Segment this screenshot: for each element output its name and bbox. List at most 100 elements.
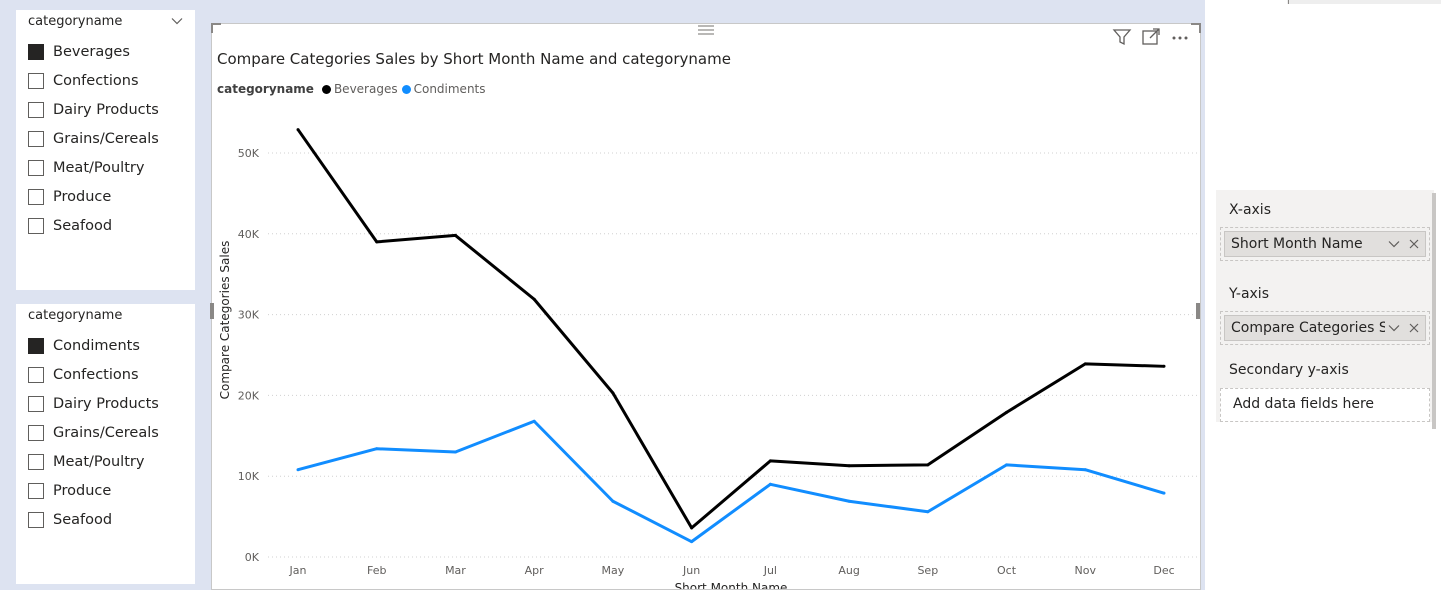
resize-handle-left[interactable] [210,303,214,319]
field-name: Short Month Name [1231,236,1363,252]
data-point [375,240,379,244]
chart-title: Compare Categories Sales by Short Month … [217,50,731,68]
legend-dot [321,84,331,94]
checkbox[interactable] [28,395,44,412]
slicer-item[interactable]: Dairy Products [28,95,159,124]
x-axis-label: X-axis [1229,202,1271,218]
y-tick-label: 40K [238,228,260,241]
data-point [532,419,536,423]
data-point [1005,410,1009,414]
y-axis-well[interactable]: Compare Categories S... [1220,311,1430,345]
pane-scrollbar[interactable] [1432,193,1436,429]
secondary-y-axis-well[interactable]: Add data fields here [1220,388,1430,422]
data-point [926,510,930,514]
slicer-item[interactable]: Meat/Poultry [28,447,159,476]
slicer-item[interactable]: Condiments [28,331,159,360]
x-tick-label: Aug [838,564,859,577]
data-point [1162,364,1166,368]
slicer-item-label: Condiments [53,337,140,354]
legend-dot [401,84,411,94]
data-point [1083,468,1087,472]
data-point [847,464,851,468]
corner-handle[interactable] [211,23,221,33]
more-options-icon[interactable] [1170,28,1190,46]
data-point [768,482,772,486]
slicer-item-label: Seafood [53,217,113,234]
data-point [453,233,457,237]
category-slicer-1[interactable]: categoryname Beverages Confections Dairy P… [16,10,195,290]
slicer-item-label: Produce [53,188,112,205]
resize-handle-right[interactable] [1196,303,1200,319]
data-point [1005,463,1009,467]
data-point [847,499,851,503]
close-icon[interactable] [1405,235,1423,253]
legend-item-beverages[interactable]: Beverages [321,82,398,96]
line-chart-visual[interactable]: Compare Categories Sales by Short Month … [211,23,1201,590]
chevron-down-icon[interactable] [1385,235,1403,253]
checkbox[interactable] [28,511,44,528]
series-line-condiments [297,419,1165,544]
slicer-item[interactable]: Beverages [28,37,159,66]
focus-mode-icon[interactable] [1141,28,1161,46]
x-tick-label: Jul [763,564,777,577]
data-point [375,447,379,451]
checkbox[interactable] [28,366,44,383]
slicer-item-label: Grains/Cereals [53,130,159,147]
slicer-item[interactable]: Dairy Products [28,389,159,418]
y-axis-field-pill[interactable]: Compare Categories S... [1224,315,1426,341]
data-point [611,499,615,503]
slicer-item-label: Confections [53,72,139,89]
x-axis-field-pill[interactable]: Short Month Name [1224,231,1426,257]
checkbox[interactable] [28,159,44,176]
slicer-item[interactable]: Confections [28,66,159,95]
slicer-title: categoryname [28,14,123,29]
chevron-down-icon[interactable] [171,15,183,27]
data-point [1083,362,1087,366]
slicer-item[interactable]: Grains/Cereals [28,418,159,447]
category-slicer-2[interactable]: categoryname Condiments Confections Dairy … [16,304,195,584]
checkbox[interactable] [28,188,44,205]
data-point [768,459,772,463]
checkbox[interactable] [28,101,44,118]
slicer-item[interactable]: Meat/Poultry [28,153,159,182]
slicer-item-label: Dairy Products [53,395,159,412]
data-point [690,526,694,530]
chevron-down-icon[interactable] [1385,319,1403,337]
close-icon[interactable] [1405,319,1423,337]
slicer-item-label: Seafood [53,511,113,528]
slicer-item[interactable]: Produce [28,476,159,505]
slicer-item[interactable]: Confections [28,360,159,389]
corner-handle[interactable] [1191,23,1201,33]
checkbox[interactable] [28,424,44,441]
data-point [532,297,536,301]
checkbox[interactable] [28,217,44,234]
checkbox[interactable] [28,453,44,470]
slicer-list: Beverages Confections Dairy Products Grains… [28,37,159,240]
slicer-item[interactable]: Grains/Cereals [28,124,159,153]
checkbox[interactable] [28,337,44,354]
data-point [1162,491,1166,495]
x-tick-label: Jan [289,564,307,577]
filter-icon[interactable] [1112,28,1132,46]
data-point [690,540,694,544]
x-tick-label: Oct [997,564,1017,577]
line-chart-plot: 0K 10K 20K 30K 40K 50K Jan Feb Mar Apr May Jun Jul Au… [218,128,1200,589]
checkbox[interactable] [28,72,44,89]
legend-label: Beverages [333,82,398,96]
x-axis-well[interactable]: Short Month Name [1220,227,1430,261]
visual-fields-pane: X-axis Short Month Name Y-axis Compare C… [1216,190,1434,422]
slicer-item[interactable]: Seafood [28,211,159,240]
data-point [926,463,930,467]
x-tick-label: Nov [1075,564,1097,577]
legend-item-condiments[interactable]: Condiments [401,82,486,96]
slicer-item[interactable]: Produce [28,182,159,211]
drag-grip-icon[interactable] [696,24,716,36]
legend-title: categoryname [217,82,314,96]
y-axis-label: Y-axis [1229,286,1269,302]
checkbox[interactable] [28,43,44,60]
top-tab-strip [1287,0,1441,4]
slicer-item-label: Beverages [53,43,130,60]
checkbox[interactable] [28,130,44,147]
checkbox[interactable] [28,482,44,499]
slicer-item[interactable]: Seafood [28,505,159,534]
